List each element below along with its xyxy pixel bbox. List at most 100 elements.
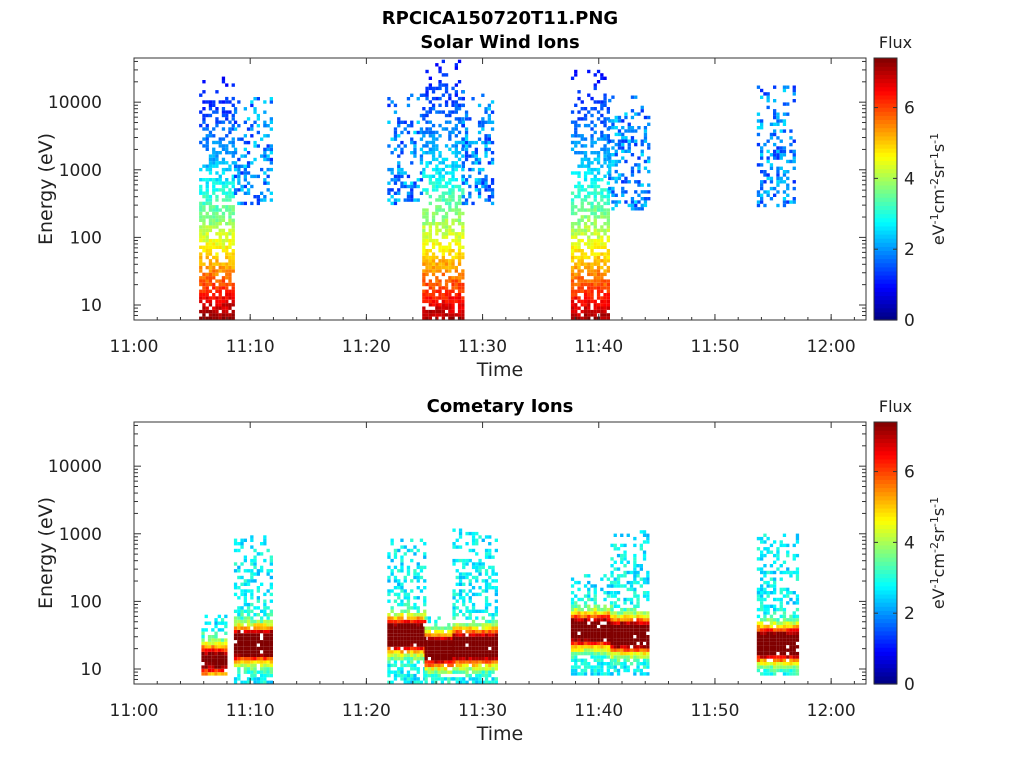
- heatmap-cell: [212, 211, 216, 216]
- heatmap-cell: [390, 558, 394, 563]
- heatmap-cell: [431, 238, 436, 243]
- heatmap-cell: [646, 641, 650, 646]
- heatmap-cell: [406, 565, 411, 570]
- heatmap-cell: [570, 120, 575, 124]
- heatmap-cell: [789, 638, 793, 642]
- heatmap-cell: [570, 631, 575, 635]
- heatmap-cell: [438, 293, 442, 297]
- heatmap-cell: [610, 564, 614, 568]
- heatmap-cell: [494, 589, 498, 593]
- heatmap-cell: [763, 668, 767, 673]
- heatmap-cell: [494, 650, 498, 654]
- heatmap-cell: [215, 296, 219, 300]
- heatmap-cell: [246, 677, 251, 681]
- heatmap-cell: [570, 76, 575, 80]
- heatmap-cell: [593, 313, 597, 317]
- heatmap-cell: [596, 306, 601, 310]
- heatmap-cell: [484, 181, 488, 185]
- heatmap-cell: [570, 191, 575, 195]
- heatmap-cell: [393, 147, 398, 152]
- heatmap-cell: [240, 663, 244, 668]
- heatmap-cell: [419, 147, 424, 152]
- heatmap-cell: [233, 650, 238, 654]
- heatmap-cell: [403, 609, 407, 613]
- heatmap-cell: [441, 218, 445, 222]
- heatmap-cell: [779, 635, 783, 639]
- heatmap-cell: [214, 638, 218, 642]
- heatmap-cell: [603, 242, 607, 246]
- heatmap-cell: [596, 672, 601, 676]
- heatmap-cell: [393, 663, 398, 668]
- heatmap-cell: [201, 668, 205, 673]
- heatmap-cell: [457, 140, 462, 145]
- heatmap-cell: [243, 619, 247, 624]
- heatmap-cell: [490, 127, 495, 131]
- heatmap-cell: [776, 597, 780, 602]
- heatmap-cell: [253, 673, 257, 678]
- heatmap-cell: [444, 677, 448, 681]
- heatmap-cell: [583, 641, 588, 646]
- heatmap-cell: [215, 238, 219, 243]
- heatmap-cell: [623, 631, 627, 635]
- heatmap-cell: [600, 577, 604, 581]
- heatmap-cell: [455, 667, 459, 671]
- heatmap-cell: [207, 668, 212, 673]
- heatmap-cell: [455, 633, 459, 637]
- heatmap-cell: [431, 245, 436, 249]
- heatmap-cell: [629, 621, 634, 625]
- heatmap-cell: [574, 265, 578, 270]
- heatmap-cell: [431, 653, 435, 657]
- heatmap-cell: [462, 677, 466, 681]
- heatmap-cell: [266, 650, 270, 654]
- heatmap-cell: [269, 120, 273, 124]
- x-tick-label: 11:10: [226, 337, 275, 357]
- heatmap-cell: [250, 609, 254, 613]
- heatmap-cell: [646, 651, 650, 656]
- heatmap-cell: [570, 611, 575, 615]
- heatmap-cell: [789, 645, 793, 649]
- heatmap-cell: [639, 631, 643, 635]
- heatmap-cell: [603, 635, 607, 639]
- heatmap-cell: [610, 635, 614, 639]
- heatmap-cell: [600, 665, 604, 669]
- heatmap-cell: [593, 316, 597, 320]
- heatmap-cell: [494, 643, 498, 647]
- heatmap-cell: [491, 653, 495, 657]
- heatmap-cell: [590, 607, 594, 612]
- heatmap-cell: [215, 252, 219, 256]
- heatmap-cell: [769, 645, 774, 649]
- heatmap-cell: [416, 586, 420, 590]
- heatmap-cell: [253, 640, 257, 644]
- heatmap-cell: [400, 643, 404, 647]
- heatmap-cell: [413, 633, 417, 637]
- heatmap-cell: [760, 197, 764, 201]
- heatmap-cell: [570, 205, 575, 209]
- heatmap-cell: [217, 655, 221, 659]
- heatmap-cell: [450, 646, 454, 651]
- heatmap-cell: [481, 579, 485, 583]
- heatmap-cell: [465, 640, 469, 644]
- heatmap-cell: [634, 95, 638, 99]
- heatmap-cell: [444, 640, 448, 644]
- heatmap-cell: [428, 309, 432, 314]
- heatmap-cell: [202, 282, 206, 287]
- heatmap-cell: [428, 303, 432, 307]
- heatmap-cell: [639, 668, 643, 673]
- heatmap-cell: [570, 648, 575, 652]
- heatmap-cell: [260, 167, 264, 172]
- heatmap-cell: [574, 655, 578, 659]
- heatmap-cell: [205, 265, 209, 270]
- heatmap-cell: [577, 188, 581, 192]
- heatmap-cell: [451, 255, 455, 260]
- heatmap-cell: [240, 650, 244, 654]
- x-tick-label: 11:20: [342, 701, 391, 721]
- heatmap-cell: [769, 604, 774, 608]
- heatmap-cell: [457, 218, 462, 222]
- heatmap-cell: [437, 643, 441, 647]
- heatmap-cell: [240, 592, 244, 597]
- heatmap-cell: [484, 650, 489, 654]
- colorbar-segment: [874, 58, 897, 63]
- heatmap-cell: [406, 606, 411, 610]
- heatmap-cell: [250, 127, 254, 131]
- heatmap-cell: [600, 638, 604, 642]
